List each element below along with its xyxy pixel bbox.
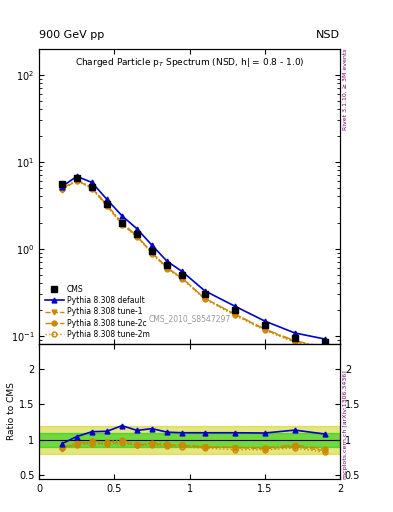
CMS: [105, 201, 109, 207]
Pythia 8.308 tune-2m: [105, 203, 109, 209]
CMS: [165, 262, 169, 268]
Pythia 8.308 tune-1: [165, 265, 169, 271]
Pythia 8.308 tune-2m: [119, 222, 124, 228]
Pythia 8.308 default: [90, 179, 94, 185]
Line: Pythia 8.308 tune-2c: Pythia 8.308 tune-2c: [59, 178, 327, 350]
CMS: [90, 183, 94, 189]
Pythia 8.308 default: [292, 330, 297, 336]
Pythia 8.308 default: [150, 242, 154, 248]
Pythia 8.308 tune-2m: [75, 178, 79, 184]
Pythia 8.308 default: [135, 226, 140, 232]
CMS: [59, 181, 64, 187]
Pythia 8.308 tune-1: [75, 178, 79, 184]
Pythia 8.308 tune-1: [135, 233, 140, 240]
Pythia 8.308 default: [232, 303, 237, 309]
Pythia 8.308 default: [59, 183, 64, 189]
Pythia 8.308 default: [105, 197, 109, 203]
Pythia 8.308 default: [119, 212, 124, 219]
Pythia 8.308 tune-2m: [232, 312, 237, 318]
CMS: [75, 175, 79, 181]
CMS: [263, 322, 267, 328]
CMS: [323, 339, 327, 345]
CMS: [119, 220, 124, 226]
Text: mcplots.cern.ch [arXiv:1306.3436]: mcplots.cern.ch [arXiv:1306.3436]: [343, 370, 348, 479]
Pythia 8.308 tune-2m: [202, 296, 207, 302]
Pythia 8.308 tune-1: [105, 203, 109, 209]
Line: CMS: CMS: [59, 175, 328, 345]
Pythia 8.308 tune-1: [323, 345, 327, 351]
Pythia 8.308 tune-2m: [263, 327, 267, 333]
Pythia 8.308 default: [323, 336, 327, 342]
Pythia 8.308 tune-2c: [232, 311, 237, 317]
Pythia 8.308 tune-2c: [59, 186, 64, 192]
Pythia 8.308 default: [165, 258, 169, 264]
Pythia 8.308 tune-1: [59, 186, 64, 193]
Pythia 8.308 tune-2m: [292, 339, 297, 346]
Pythia 8.308 tune-1: [263, 327, 267, 333]
Text: Charged Particle p$_T$ Spectrum (NSD, h| = 0.8 - 1.0): Charged Particle p$_T$ Spectrum (NSD, h|…: [75, 56, 304, 69]
Pythia 8.308 default: [263, 318, 267, 324]
CMS: [232, 307, 237, 313]
Pythia 8.308 default: [75, 174, 79, 180]
Pythia 8.308 tune-2c: [202, 295, 207, 302]
Pythia 8.308 tune-2c: [165, 265, 169, 271]
Text: CMS_2010_S8547297: CMS_2010_S8547297: [149, 314, 231, 324]
Text: Rivet 3.1.10, ≥ 3M events: Rivet 3.1.10, ≥ 3M events: [343, 49, 348, 130]
CMS: [292, 335, 297, 341]
Pythia 8.308 tune-2c: [150, 249, 154, 255]
Pythia 8.308 tune-2m: [150, 251, 154, 257]
Pythia 8.308 tune-2c: [263, 326, 267, 332]
Y-axis label: Ratio to CMS: Ratio to CMS: [7, 382, 16, 440]
Pythia 8.308 tune-2m: [135, 233, 140, 240]
CMS: [202, 291, 207, 297]
Pythia 8.308 tune-1: [150, 250, 154, 256]
CMS: [135, 230, 140, 237]
Line: Pythia 8.308 tune-2m: Pythia 8.308 tune-2m: [59, 178, 327, 352]
Line: Pythia 8.308 tune-1: Pythia 8.308 tune-1: [59, 178, 327, 351]
Pythia 8.308 tune-1: [232, 311, 237, 317]
Pythia 8.308 tune-2c: [323, 344, 327, 350]
Text: 900 GeV pp: 900 GeV pp: [39, 30, 105, 40]
Pythia 8.308 tune-2c: [119, 220, 124, 226]
Pythia 8.308 default: [202, 288, 207, 294]
Pythia 8.308 tune-2m: [180, 276, 184, 282]
Pythia 8.308 tune-1: [119, 221, 124, 227]
Pythia 8.308 tune-2c: [105, 202, 109, 208]
Pythia 8.308 tune-2c: [90, 184, 94, 190]
Pythia 8.308 default: [180, 268, 184, 274]
Pythia 8.308 tune-1: [202, 295, 207, 302]
Legend: CMS, Pythia 8.308 default, Pythia 8.308 tune-1, Pythia 8.308 tune-2c, Pythia 8.3: CMS, Pythia 8.308 default, Pythia 8.308 …: [43, 283, 151, 340]
CMS: [180, 272, 184, 278]
Pythia 8.308 tune-1: [180, 275, 184, 281]
Pythia 8.308 tune-2m: [323, 346, 327, 352]
Pythia 8.308 tune-2c: [75, 177, 79, 183]
CMS: [150, 248, 154, 254]
Pythia 8.308 tune-1: [292, 338, 297, 345]
Pythia 8.308 tune-2c: [180, 275, 184, 281]
Pythia 8.308 tune-2c: [292, 337, 297, 344]
Pythia 8.308 tune-1: [90, 185, 94, 191]
Pythia 8.308 tune-2m: [165, 266, 169, 272]
Pythia 8.308 tune-2c: [135, 233, 140, 239]
Line: Pythia 8.308 default: Pythia 8.308 default: [59, 174, 327, 342]
Text: NSD: NSD: [316, 30, 340, 40]
Pythia 8.308 tune-2m: [90, 186, 94, 192]
Pythia 8.308 tune-2m: [59, 186, 64, 193]
